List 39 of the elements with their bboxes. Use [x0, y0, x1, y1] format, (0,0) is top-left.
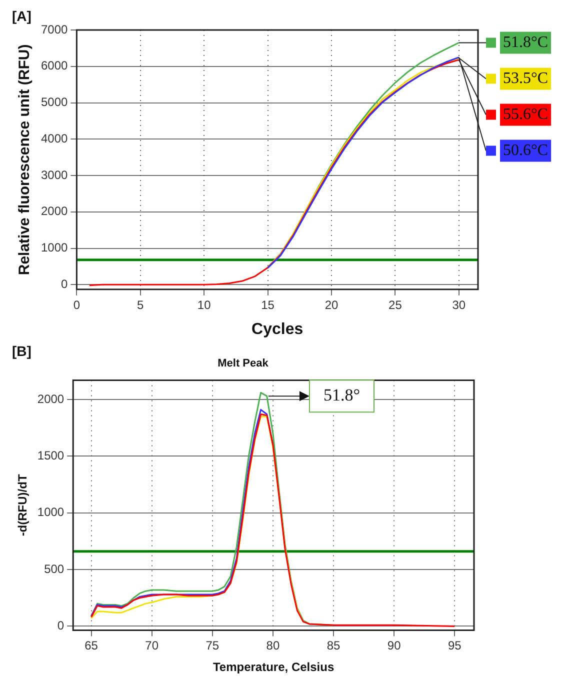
legend-label: 55.6°C [503, 106, 548, 123]
y-tick-label: 4000 [40, 131, 68, 146]
y-tick-label: 1000 [40, 240, 68, 255]
y-tick-label: 6000 [40, 58, 68, 73]
x-axis-title: Temperature, Celsius [212, 660, 334, 674]
y-tick-label: 500 [44, 562, 64, 576]
y-tick-label: 2000 [37, 392, 64, 406]
x-tick-label: 10 [197, 298, 212, 312]
y-tick-label: 0 [61, 276, 68, 291]
y-tick-label: 1000 [37, 505, 64, 520]
chart-title: Melt Peak [218, 358, 270, 370]
legend-label: 53.5°C [503, 70, 548, 87]
x-tick-label: 80 [266, 638, 280, 653]
x-tick-label: 65 [84, 638, 98, 653]
y-tick-label: 3000 [40, 168, 68, 182]
x-tick-label: 15 [261, 298, 275, 312]
y-tick-label: 0 [57, 618, 64, 633]
x-tick-label: 0 [73, 298, 80, 312]
y-tick-label: 7000 [40, 22, 68, 36]
annotation: 51.8° [323, 386, 360, 405]
x-tick-label: 25 [388, 298, 402, 312]
text: [A] [12, 8, 32, 24]
x-tick-label: 95 [448, 638, 462, 653]
y-tick-label: 5000 [40, 95, 68, 110]
y-axis-title: Relative fluorescence unit (RFU) [16, 44, 34, 276]
y-axis-title: -d(RFU)/dT [16, 474, 30, 536]
x-tick-label: 5 [137, 298, 144, 312]
x-tick-label: 90 [387, 638, 402, 653]
text: [B] [12, 342, 32, 359]
x-tick-label: 20 [324, 298, 338, 312]
y-tick-label: 2000 [40, 204, 68, 218]
x-tick-label: 70 [145, 638, 159, 653]
x-tick-label: 85 [326, 638, 340, 653]
y-tick-label: 1500 [37, 448, 64, 462]
legend-label: 50.6°C [503, 142, 548, 159]
x-tick-label: 30 [452, 298, 466, 312]
x-axis-title: Cycles [252, 320, 304, 338]
legend-label: 51.8°C [503, 34, 548, 51]
x-tick-label: 75 [206, 638, 220, 653]
